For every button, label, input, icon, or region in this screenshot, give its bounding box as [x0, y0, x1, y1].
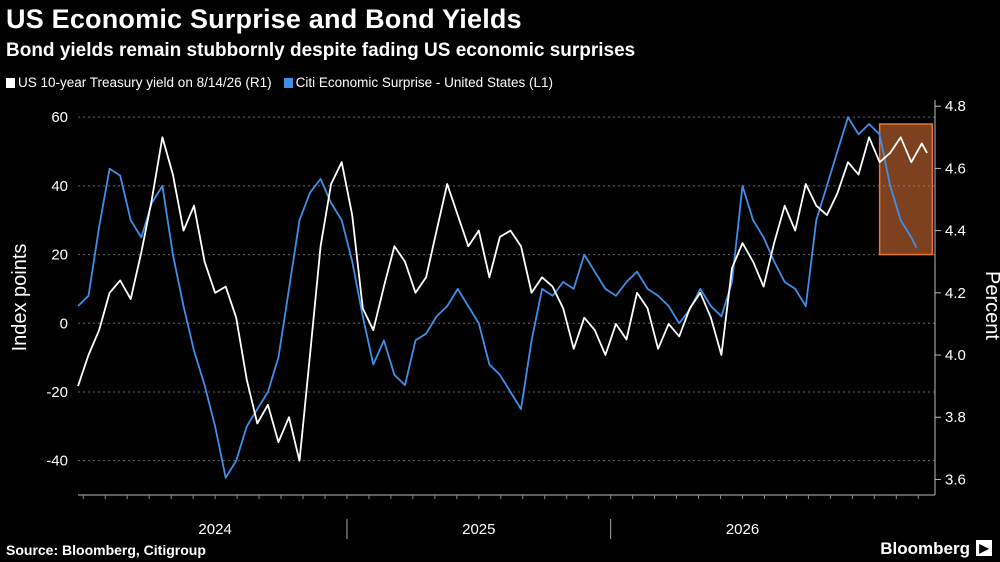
- series-line-treasury-yield: [77, 136, 928, 462]
- chart-legend: US 10-year Treasury yield on 8/14/26 (R1…: [6, 75, 553, 90]
- y-right-tick-label: 4.8: [945, 98, 966, 115]
- y-right-tick-label: 3.8: [945, 409, 966, 426]
- highlight-box: [878, 123, 934, 256]
- x-tick-label: 2025: [462, 521, 495, 538]
- y-left-tick-label: 20: [51, 247, 68, 264]
- y-left-axis-label: Index points: [9, 244, 31, 352]
- x-tick-label: 2026: [726, 521, 759, 538]
- y-left-tick-label: 40: [51, 178, 68, 195]
- y-right-tick-label: 4.0: [945, 347, 966, 364]
- y-right-tick-label: 3.6: [945, 471, 966, 488]
- legend-label-surprise: Citi Economic Surprise - United States (…: [295, 75, 553, 90]
- y-left-tick-label: 0: [60, 315, 68, 332]
- chart-subtitle: Bond yields remain stubbornly despite fa…: [6, 40, 636, 61]
- source-note: Source: Bloomberg, Citigroup: [6, 542, 206, 558]
- bloomberg-logo: Bloomberg: [880, 539, 970, 558]
- y-left-tick-label: 60: [51, 109, 68, 126]
- y-right-tick-label: 4.2: [945, 285, 966, 302]
- legend-swatch-surprise: [283, 77, 293, 88]
- bloomberg-mark-icon: ▶: [976, 540, 992, 556]
- y-right-tick-label: 4.4: [945, 223, 966, 240]
- series-line-economic-surprise: [77, 116, 918, 479]
- x-tick-label: 2024: [198, 521, 231, 538]
- legend-item-yield: US 10-year Treasury yield on 8/14/26 (R1…: [6, 75, 272, 90]
- chart-title: US Economic Surprise and Bond Yields: [6, 4, 522, 34]
- legend-label-yield: US 10-year Treasury yield on 8/14/26 (R1…: [18, 75, 272, 90]
- y-right-tick-label: 4.6: [945, 160, 966, 177]
- y-left-tick-label: -20: [46, 384, 68, 401]
- y-left-tick-label: -40: [46, 453, 68, 470]
- legend-item-surprise: Citi Economic Surprise - United States (…: [283, 75, 553, 90]
- y-right-axis-label: Percent: [981, 271, 1000, 340]
- legend-swatch-yield: [6, 77, 15, 88]
